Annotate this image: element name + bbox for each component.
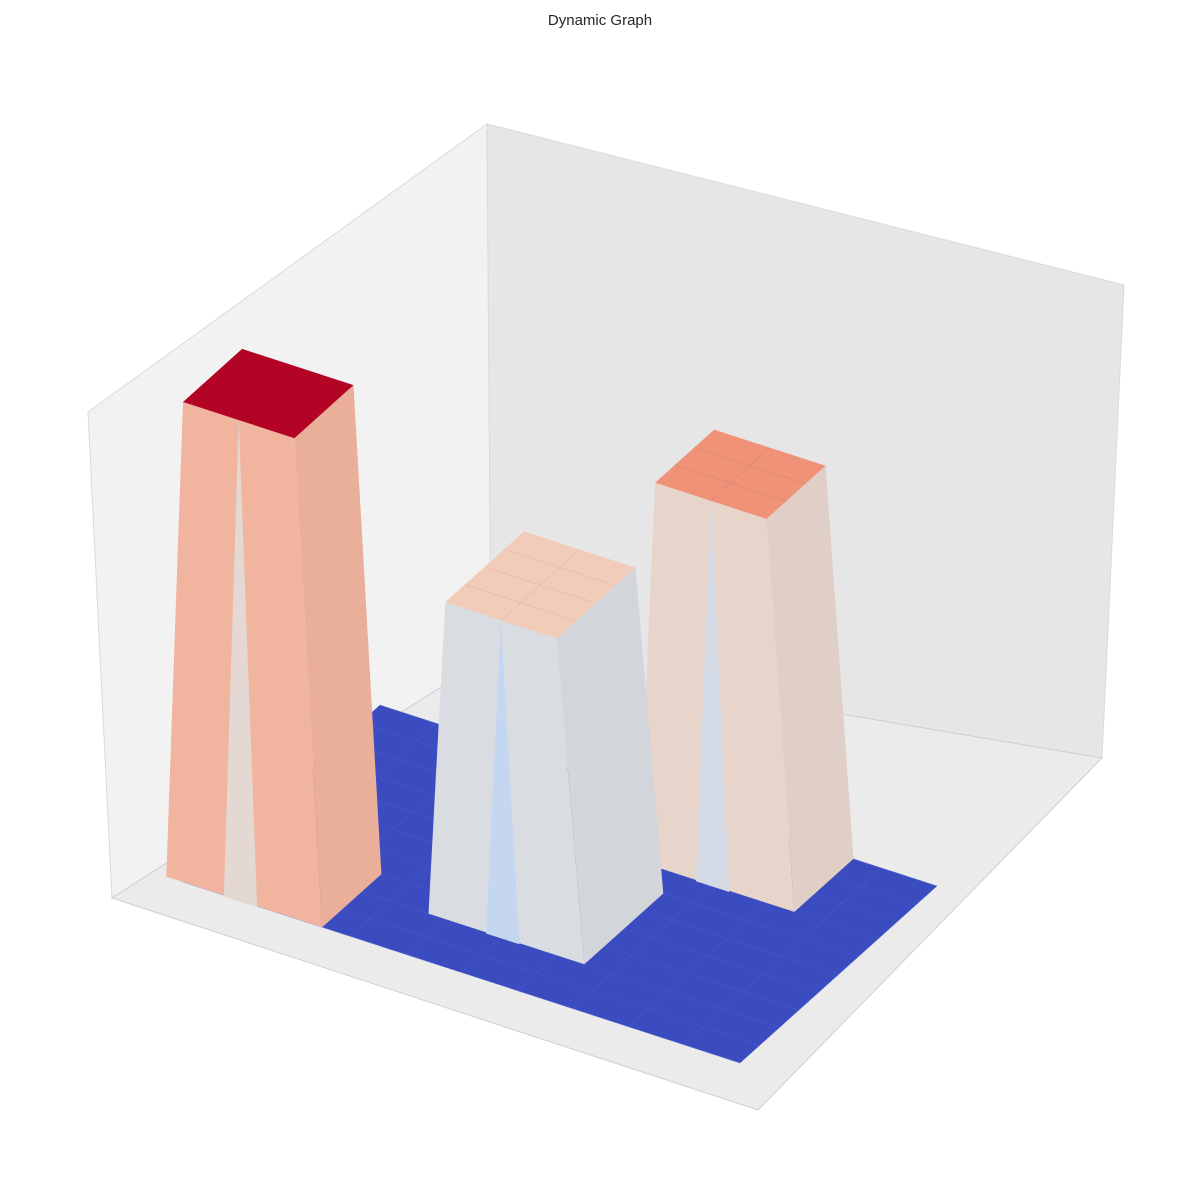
block-side-right bbox=[556, 567, 664, 965]
block-top bbox=[445, 531, 636, 639]
chart-title: Dynamic Graph bbox=[547, 12, 653, 29]
block-fold bbox=[223, 420, 258, 908]
block-top-grid bbox=[484, 566, 597, 604]
block-side-right bbox=[294, 385, 382, 928]
block-top-grid bbox=[202, 383, 315, 421]
block-top-grid bbox=[710, 447, 771, 502]
block-top-grid bbox=[500, 549, 580, 621]
block-top-grid bbox=[694, 446, 807, 484]
block-top bbox=[183, 348, 354, 439]
block-top-grid bbox=[222, 366, 334, 404]
block-top-grid bbox=[238, 366, 299, 421]
block-top bbox=[655, 429, 826, 519]
block-top-grid bbox=[504, 548, 616, 586]
surface-grid-line bbox=[684, 867, 882, 1046]
block-top-grid bbox=[674, 464, 787, 502]
block-top-grid bbox=[464, 584, 577, 622]
block-fold bbox=[486, 620, 520, 945]
surface-grid-line bbox=[739, 885, 938, 1064]
block-fold bbox=[695, 500, 730, 892]
block-side-right bbox=[766, 465, 854, 912]
